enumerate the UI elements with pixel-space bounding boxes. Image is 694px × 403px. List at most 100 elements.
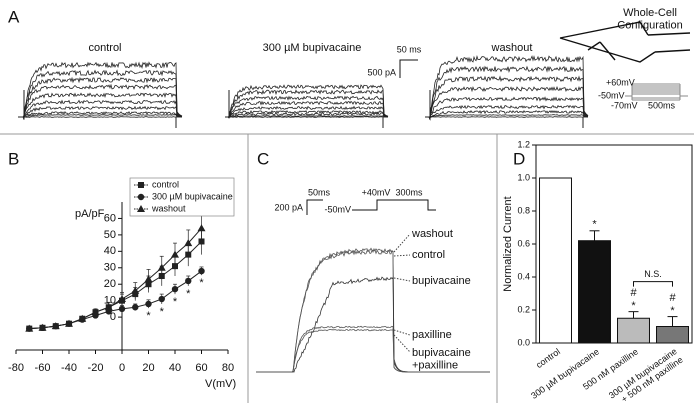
x-axis-label: V(mV) — [205, 378, 236, 390]
current-trace — [18, 105, 183, 118]
current-trace — [225, 112, 388, 118]
condition-label: 300 µM bupivacaine — [263, 42, 362, 54]
scale-label: 500 pA — [367, 67, 396, 77]
bar — [656, 326, 689, 344]
marker — [91, 308, 100, 316]
protocol-label: 500ms — [648, 100, 676, 110]
marker — [185, 277, 192, 285]
voltage-protocol — [352, 199, 436, 211]
voltage-protocol — [625, 83, 688, 101]
marker — [118, 295, 126, 303]
significance-mark: * — [160, 306, 165, 318]
panel-letter: B — [8, 149, 19, 168]
current-trace — [18, 110, 182, 118]
x-tick-label: 20 — [142, 362, 154, 374]
scale-label: 50 ms — [397, 44, 422, 54]
y-tick-label: 0.6 — [517, 238, 530, 248]
current-trace — [225, 89, 389, 118]
panel-a: A control 300 µM bupivacaine washout 50 … — [8, 7, 691, 110]
bar — [617, 317, 650, 344]
panel-c: C 50ms 200 pA +40mV -50mV 300ms washout … — [257, 149, 471, 371]
protocol-label: -50mV — [324, 204, 351, 214]
current-trace — [18, 69, 183, 119]
y-tick-label: 20 — [104, 278, 116, 290]
significance-mark: * — [173, 296, 178, 308]
legend-label: control — [152, 179, 179, 189]
y-tick-label: 0.8 — [517, 205, 530, 215]
condition-label: washout — [491, 42, 533, 54]
current-trace — [18, 99, 183, 118]
config-label: Whole-Cell Configuration — [617, 7, 682, 32]
current-trace — [225, 115, 388, 118]
y-tick-label: 50 — [104, 229, 116, 241]
scale-bar — [306, 199, 323, 215]
current-trace — [425, 104, 589, 118]
marker — [145, 300, 152, 308]
x-tick-label: 60 — [195, 362, 207, 374]
y-tick-label: 0.4 — [517, 271, 530, 281]
marker — [197, 224, 206, 232]
protocol-label: +40mV — [362, 187, 391, 197]
bar — [578, 240, 611, 344]
current-trace — [425, 114, 588, 118]
marker — [131, 286, 140, 294]
current-trace — [425, 75, 589, 121]
bracket-label: N.S. — [644, 269, 662, 279]
x-tick-label: 0 — [119, 362, 125, 374]
marker — [171, 250, 179, 258]
y-tick-label: 10 — [104, 295, 116, 307]
x-tick-label: -20 — [88, 362, 104, 374]
protocol-label: 300ms — [395, 187, 423, 197]
marker — [184, 239, 193, 247]
y-axis-label: pA/pF — [75, 208, 105, 220]
x-tick-label: 300 µM bupivacaine+ 500 nM paxilline — [607, 346, 685, 403]
trace-label: paxilline — [412, 329, 452, 341]
marker — [118, 305, 126, 313]
current-trace — [425, 109, 589, 118]
marker — [137, 193, 145, 201]
pipette-drawing — [559, 21, 691, 63]
marker — [158, 295, 165, 303]
legend-label: washout — [151, 203, 186, 213]
current-trace — [425, 96, 589, 120]
marker — [65, 319, 73, 327]
marker — [38, 323, 47, 331]
bar — [539, 177, 572, 344]
marker — [132, 304, 139, 311]
significance-mark: # * — [669, 292, 676, 317]
y-tick-label: 0 — [110, 311, 116, 323]
marker — [25, 324, 34, 332]
significance-mark: * — [199, 277, 204, 289]
current-trace — [18, 92, 183, 118]
significance-mark: * — [146, 310, 151, 322]
significance-mark: * — [186, 288, 191, 300]
legend-box — [129, 177, 235, 217]
condition-label: control — [88, 42, 121, 54]
marker — [138, 182, 144, 188]
y-axis-label: Normalized Current — [502, 196, 514, 291]
marker — [198, 267, 205, 275]
x-tick-label: 80 — [222, 362, 234, 374]
x-tick-label: -40 — [61, 362, 77, 374]
current-trace — [425, 55, 589, 120]
x-tick-label: control — [534, 346, 562, 370]
current-trace — [425, 116, 588, 118]
leader-lines — [393, 233, 411, 353]
x-tick-label: -60 — [35, 362, 51, 374]
x-tick-label: 300 µM bupivacaine — [529, 346, 601, 401]
current-trace — [18, 114, 183, 118]
panel-letter: A — [8, 7, 20, 26]
trace-label: bupivacaine +paxilline — [412, 347, 471, 372]
significance-mark: * — [592, 219, 597, 231]
current-trace — [425, 85, 589, 119]
current-trace — [225, 110, 389, 118]
current-trace — [18, 116, 182, 118]
y-tick-label: 1.0 — [517, 172, 530, 182]
marker — [137, 205, 145, 212]
significance-mark: # * — [630, 287, 637, 312]
current-trace — [425, 65, 589, 121]
scale-bar — [399, 59, 418, 78]
current-trace — [18, 76, 183, 118]
panel-letter: C — [257, 149, 269, 168]
